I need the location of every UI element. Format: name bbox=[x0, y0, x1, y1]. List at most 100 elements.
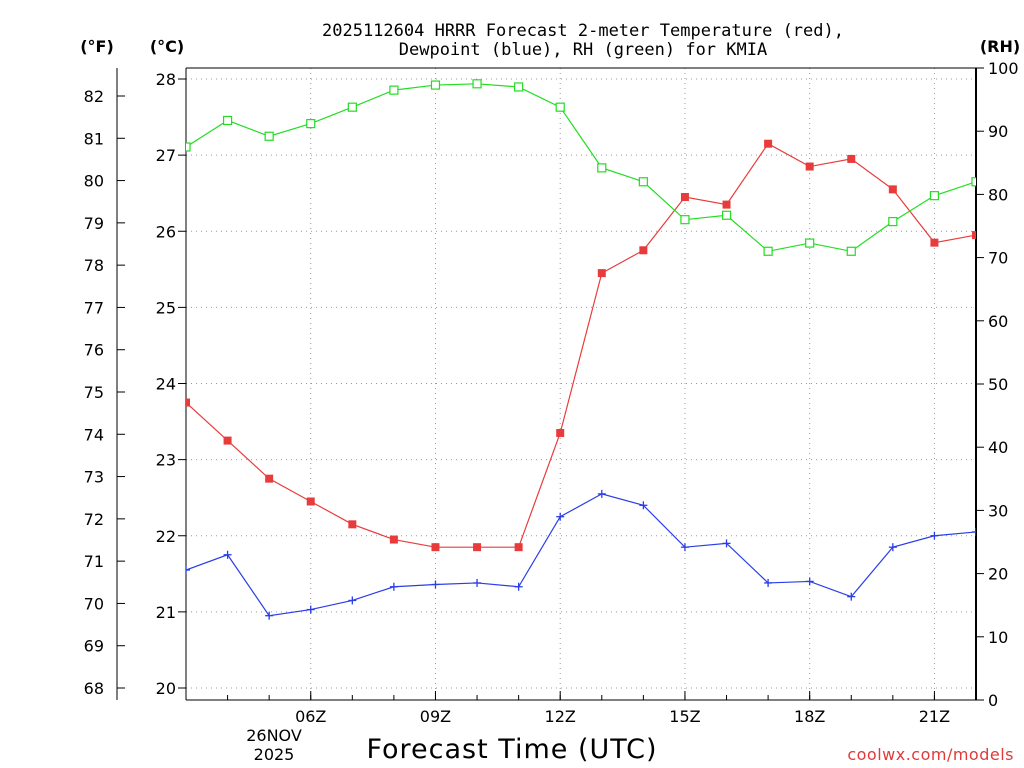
dewpoint-point bbox=[847, 592, 856, 601]
fahrenheit-unit-label: (°F) bbox=[80, 37, 114, 56]
series-line bbox=[186, 83, 976, 252]
fahrenheit-tick-label: 78 bbox=[84, 256, 104, 275]
rh-tick-label: 90 bbox=[988, 122, 1008, 141]
celsius-tick-label: 20 bbox=[156, 679, 176, 698]
temperature-point bbox=[930, 238, 939, 247]
rh-tick-label: 10 bbox=[988, 628, 1008, 647]
rh-unit-label: (RH) bbox=[980, 37, 1020, 56]
fahrenheit-tick-label: 82 bbox=[84, 87, 104, 106]
rh-point bbox=[389, 85, 399, 95]
fahrenheit-tick-label: 70 bbox=[84, 594, 104, 613]
rh-tick-label: 100 bbox=[988, 59, 1019, 78]
rh-tick-label: 40 bbox=[988, 438, 1008, 457]
time-axis-ticks: 06Z 09Z 12Z 15Z 18Z 21Z bbox=[185, 691, 977, 726]
dewpoint-point bbox=[389, 582, 398, 591]
rh-tick-label: 20 bbox=[988, 565, 1008, 584]
rh-point bbox=[264, 131, 274, 141]
temperature-point bbox=[265, 474, 274, 483]
temperature-point bbox=[348, 520, 357, 529]
chart-title-line2: Dewpoint (blue), RH (green) for KMIA bbox=[399, 40, 767, 60]
temperature-point bbox=[186, 398, 190, 407]
dewpoint-point bbox=[306, 605, 315, 614]
fahrenheit-tick-label: 80 bbox=[84, 172, 104, 191]
temperature-point bbox=[639, 246, 648, 255]
data-series bbox=[186, 79, 976, 620]
temperature-point bbox=[473, 543, 482, 552]
dewpoint-point bbox=[722, 539, 731, 548]
dewpoint-point bbox=[972, 527, 976, 536]
source-credit: coolwx.com/models bbox=[847, 745, 1014, 764]
rh-point bbox=[680, 215, 690, 225]
dewpoint-point bbox=[597, 489, 606, 498]
fahrenheit-tick-label: 75 bbox=[84, 383, 104, 402]
temperature-point bbox=[680, 192, 689, 201]
rh-point bbox=[597, 163, 607, 173]
rh-point bbox=[472, 79, 482, 89]
time-tick-label: 09Z bbox=[420, 707, 451, 726]
rh-point bbox=[514, 82, 524, 92]
x-axis-title: Forecast Time (UTC) bbox=[366, 734, 657, 765]
rh-point bbox=[805, 238, 815, 248]
dewpoint-point bbox=[888, 543, 897, 552]
series-2-meter-temperature bbox=[186, 139, 976, 552]
date-label-year: 2025 bbox=[254, 745, 295, 764]
rh-point bbox=[638, 177, 648, 187]
temperature-point bbox=[597, 269, 606, 278]
time-tick-label: 18Z bbox=[794, 707, 825, 726]
series-line bbox=[186, 493, 976, 617]
dewpoint-point bbox=[680, 543, 689, 552]
temperature-point bbox=[223, 436, 232, 445]
temperature-point bbox=[847, 154, 856, 163]
celsius-axis-ticks: 20 21 22 23 24 25 26 27 28 bbox=[156, 70, 186, 698]
rh-point bbox=[971, 177, 976, 187]
celsius-tick-label: 21 bbox=[156, 603, 176, 622]
temperature-point bbox=[764, 139, 773, 148]
rh-point bbox=[929, 191, 940, 201]
fahrenheit-tick-label: 77 bbox=[84, 298, 104, 317]
rh-point bbox=[888, 216, 898, 227]
celsius-tick-label: 22 bbox=[156, 527, 176, 546]
time-tick-label: 12Z bbox=[545, 707, 576, 726]
rh-point bbox=[347, 102, 357, 112]
temperature-point bbox=[722, 200, 731, 209]
temperature-point bbox=[972, 231, 976, 240]
rh-point bbox=[186, 142, 191, 152]
fahrenheit-tick-label: 73 bbox=[84, 468, 104, 487]
dewpoint-point bbox=[265, 611, 274, 620]
celsius-tick-label: 28 bbox=[156, 70, 176, 89]
series-rh bbox=[186, 79, 976, 256]
dewpoint-point bbox=[639, 501, 648, 510]
time-tick-label: 21Z bbox=[919, 707, 950, 726]
dewpoint-point bbox=[514, 582, 523, 591]
dewpoint-point bbox=[805, 577, 814, 586]
rh-tick-label: 60 bbox=[988, 312, 1008, 331]
rh-point bbox=[763, 246, 773, 256]
dewpoint-point bbox=[186, 566, 190, 575]
temperature-point bbox=[514, 543, 523, 552]
fahrenheit-tick-label: 76 bbox=[84, 341, 104, 360]
rh-point bbox=[721, 210, 732, 220]
dewpoint-point bbox=[431, 580, 440, 589]
rh-point bbox=[430, 80, 441, 90]
dewpoint-point bbox=[223, 550, 232, 559]
celsius-tick-label: 26 bbox=[156, 222, 176, 241]
rh-point bbox=[222, 115, 233, 126]
temperature-point bbox=[805, 162, 814, 171]
rh-tick-label: 80 bbox=[988, 185, 1008, 204]
celsius-unit-label: (°C) bbox=[150, 37, 184, 56]
dewpoint-point bbox=[348, 596, 357, 605]
grid-lines bbox=[186, 68, 976, 700]
temperature-point bbox=[306, 497, 315, 506]
rh-tick-label: 30 bbox=[988, 501, 1008, 520]
fahrenheit-tick-label: 79 bbox=[84, 214, 104, 233]
temperature-point bbox=[888, 185, 897, 194]
celsius-tick-label: 23 bbox=[156, 451, 176, 470]
temperature-point bbox=[556, 428, 565, 437]
rh-point bbox=[555, 102, 565, 112]
dewpoint-point bbox=[473, 578, 482, 587]
dewpoint-point bbox=[930, 531, 939, 540]
rh-point bbox=[306, 119, 316, 129]
celsius-tick-label: 24 bbox=[156, 375, 176, 394]
rh-axis-ticks: 0 10 20 30 40 50 60 70 80 90 100 bbox=[976, 59, 1019, 710]
